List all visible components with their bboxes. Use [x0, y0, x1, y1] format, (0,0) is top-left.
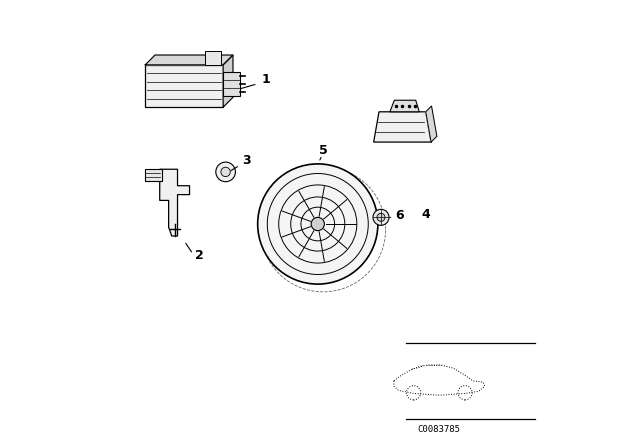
Polygon shape	[145, 55, 233, 65]
Circle shape	[258, 164, 378, 284]
Bar	[145, 65, 223, 107]
Text: 6: 6	[395, 209, 403, 222]
Text: C0083785: C0083785	[417, 425, 460, 435]
Polygon shape	[160, 169, 189, 236]
Text: 5: 5	[319, 144, 328, 157]
Bar	[145, 169, 162, 181]
Bar	[205, 52, 221, 65]
Circle shape	[377, 213, 385, 221]
Circle shape	[373, 209, 389, 225]
Circle shape	[216, 162, 236, 182]
Polygon shape	[426, 106, 437, 142]
Text: 4: 4	[422, 208, 430, 221]
Polygon shape	[374, 112, 431, 142]
Text: 2: 2	[195, 249, 204, 262]
Text: 3: 3	[242, 154, 251, 167]
Polygon shape	[390, 100, 419, 112]
Polygon shape	[223, 55, 233, 107]
Text: 1: 1	[261, 73, 270, 86]
Circle shape	[311, 217, 324, 231]
Bar	[223, 72, 240, 96]
Circle shape	[221, 167, 230, 177]
